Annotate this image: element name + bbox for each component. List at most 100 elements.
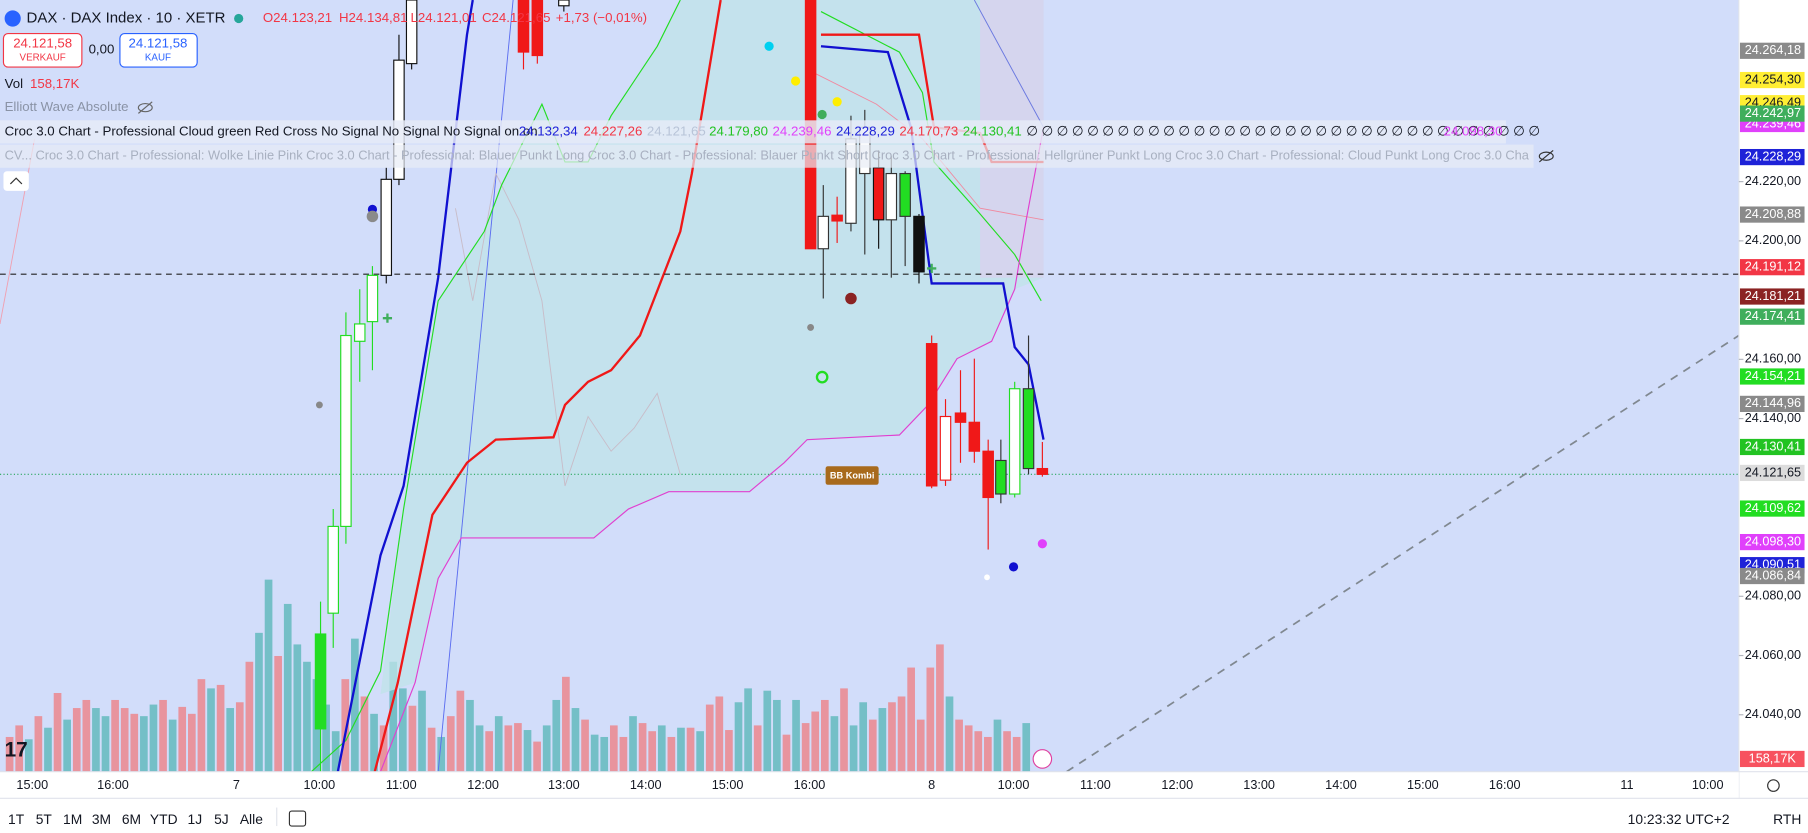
price-badge-label: 24.191,12 bbox=[1745, 260, 1801, 274]
candle-body bbox=[885, 172, 898, 221]
signal-dot bbox=[1037, 539, 1047, 549]
volume-bar bbox=[1012, 736, 1021, 772]
session[interactable]: RTH bbox=[1773, 811, 1801, 827]
volume-bar bbox=[5, 736, 14, 772]
volume-bar bbox=[485, 731, 493, 772]
volume-bar bbox=[101, 716, 110, 772]
collapse-button[interactable] bbox=[3, 171, 29, 191]
price-badge bbox=[1739, 105, 1805, 122]
price-label: 24.160,00 bbox=[1745, 352, 1801, 366]
signal-cross bbox=[382, 263, 937, 323]
collapse-icon bbox=[9, 177, 23, 185]
volume-bar bbox=[667, 736, 676, 772]
croc-value: 24.132,34 bbox=[519, 123, 578, 138]
price-label: 24.040,00 bbox=[1745, 707, 1801, 721]
croc-name: Croc 3.0 Chart - Professional Cloud gree… bbox=[5, 123, 538, 138]
volume-bar bbox=[926, 667, 935, 772]
volume-bar bbox=[888, 702, 896, 772]
red-line bbox=[373, 0, 722, 772]
volume-bar bbox=[418, 690, 426, 772]
ohlc-high: H24.134,81 bbox=[339, 10, 407, 25]
elliott-label: Elliott Wave Absolute bbox=[5, 99, 129, 114]
volume-bar bbox=[801, 723, 810, 772]
price-badge bbox=[1739, 148, 1805, 166]
volume-bar bbox=[255, 632, 263, 772]
candle-body bbox=[327, 525, 339, 614]
volume-bar bbox=[696, 731, 704, 772]
volume-bar bbox=[178, 706, 187, 772]
volume-bar bbox=[523, 730, 532, 772]
volume-bar bbox=[140, 716, 148, 772]
legend-row bbox=[0, 120, 1506, 144]
range-button[interactable]: Alle bbox=[240, 811, 263, 827]
volume-bar bbox=[820, 699, 829, 772]
candle-body bbox=[1022, 388, 1035, 470]
ohlc-close: C24.121,65 bbox=[482, 10, 550, 25]
candle-body bbox=[353, 323, 366, 342]
volume-bar bbox=[993, 719, 1002, 772]
price-badge bbox=[1739, 500, 1805, 517]
range-buttons: 1T 5T 1M 3M 6M YTD 1J 5J Alle bbox=[8, 811, 263, 827]
range-button[interactable]: 1M bbox=[63, 811, 82, 827]
time-label: 16:00 bbox=[1489, 778, 1521, 792]
range-button[interactable]: 3M bbox=[92, 811, 111, 827]
range-button[interactable]: 5T bbox=[36, 811, 53, 827]
price-label: 24.140,00 bbox=[1745, 411, 1801, 425]
clock[interactable]: 10:23:32 UTC+2 bbox=[1628, 811, 1730, 827]
range-button[interactable]: 5J bbox=[214, 811, 229, 827]
price-badge-label: 24.264,18 bbox=[1745, 43, 1801, 57]
volume-value: 158,17K bbox=[30, 76, 79, 91]
signal-dot bbox=[817, 109, 827, 120]
price-badge-label: 24.181,21 bbox=[1745, 289, 1801, 303]
volume-bar bbox=[475, 725, 484, 772]
time-label: 11:00 bbox=[1080, 778, 1111, 792]
volume-bar bbox=[120, 708, 129, 772]
settings-icon[interactable] bbox=[1767, 779, 1780, 792]
volume-bar bbox=[466, 699, 474, 772]
range-button[interactable]: YTD bbox=[150, 811, 178, 827]
date-range-icon[interactable] bbox=[288, 810, 307, 827]
volume-bar bbox=[542, 725, 551, 772]
volume-bar bbox=[216, 684, 225, 772]
volume-bar bbox=[984, 736, 992, 772]
volume-bar bbox=[207, 688, 215, 772]
hide-icon[interactable] bbox=[1538, 149, 1554, 163]
price-axis-labels: 24.220,00 24.200,00 24.160,00 24.140,00 24.0… bbox=[1738, 42, 1805, 721]
symbol[interactable]: DAX · DAX Index · 10 · XETR bbox=[27, 9, 226, 26]
range-button[interactable]: 1T bbox=[8, 811, 25, 827]
buy-button[interactable] bbox=[119, 32, 198, 68]
volume-bar bbox=[44, 727, 52, 772]
volume-bar bbox=[408, 705, 417, 772]
price-badge bbox=[1739, 288, 1805, 305]
price-badge bbox=[1739, 206, 1805, 223]
alert-icon[interactable] bbox=[1032, 749, 1053, 769]
volume-bar bbox=[763, 690, 772, 772]
candle-body bbox=[517, 0, 530, 53]
sell-button[interactable] bbox=[2, 32, 83, 68]
time-label: 14:00 bbox=[630, 778, 662, 792]
candle-body bbox=[968, 421, 981, 452]
volume-bar bbox=[514, 723, 522, 772]
price-badge-label: 24.228,29 bbox=[1745, 149, 1801, 163]
buy-price: 24.121,58 bbox=[129, 35, 188, 50]
volume-bar bbox=[456, 690, 465, 772]
tv-logo: 17 bbox=[5, 738, 28, 761]
volume-bar bbox=[859, 702, 868, 772]
range-button[interactable]: 6M bbox=[122, 811, 141, 827]
volume-bar bbox=[734, 702, 743, 772]
croc-value: 24.179,80 bbox=[709, 123, 768, 138]
croc-value: 24.239,46 bbox=[773, 123, 832, 138]
croc-value: 24.121,65 bbox=[647, 123, 706, 138]
signal-dots bbox=[315, 41, 1047, 581]
sell-label: VERKAUF bbox=[20, 52, 66, 63]
volume-bar bbox=[303, 661, 311, 772]
price-badge bbox=[1739, 567, 1805, 585]
volume-bar bbox=[562, 676, 570, 772]
volume-bar bbox=[379, 725, 388, 772]
range-button[interactable]: 1J bbox=[188, 811, 203, 827]
volume-bar bbox=[753, 725, 762, 772]
hide-icon[interactable] bbox=[137, 101, 153, 114]
volume-bar bbox=[849, 725, 858, 772]
volume-bar bbox=[581, 719, 589, 772]
